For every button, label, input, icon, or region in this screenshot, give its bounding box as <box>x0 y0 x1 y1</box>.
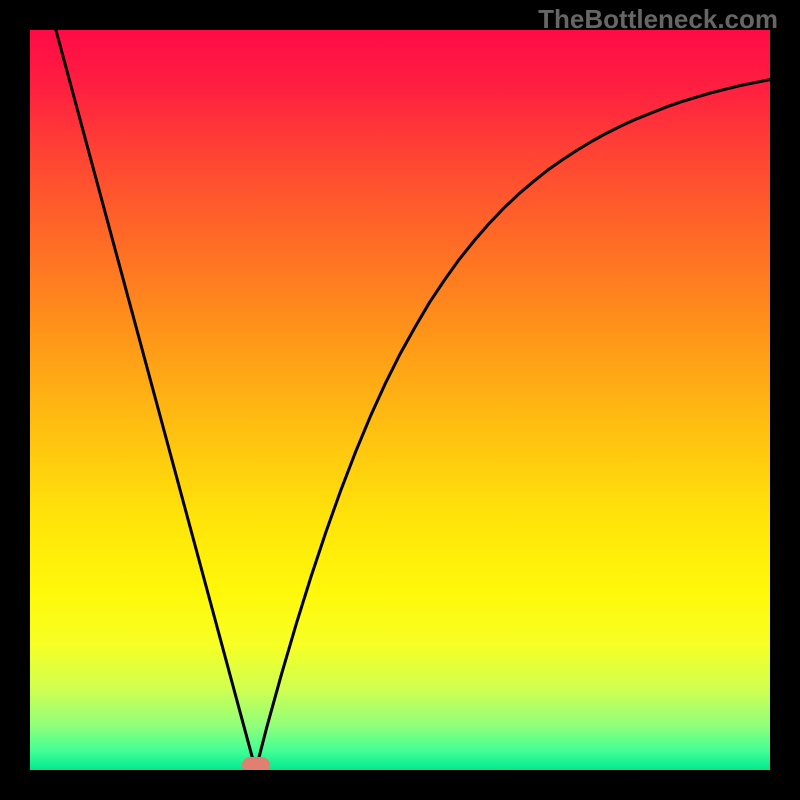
bottleneck-curve <box>56 30 770 770</box>
optimum-marker <box>242 757 270 770</box>
watermark-text: TheBottleneck.com <box>538 4 778 35</box>
curve-svg <box>30 30 770 770</box>
plot-area <box>30 30 770 770</box>
